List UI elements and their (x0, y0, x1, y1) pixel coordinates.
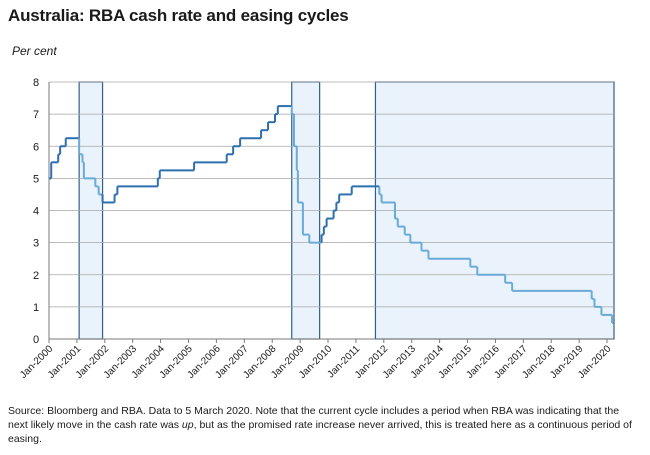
y-tick-label: 0 (33, 334, 39, 346)
y-tick-label: 2 (33, 270, 39, 282)
x-axis: Jan-2000Jan-2001Jan-2002Jan-2003Jan-2004… (18, 339, 614, 381)
chart-title: Australia: RBA cash rate and easing cycl… (8, 6, 349, 25)
y-tick-label: 3 (33, 238, 39, 250)
y-tick-label: 1 (33, 302, 39, 314)
y-tick-label: 6 (33, 141, 39, 153)
y-tick-label: 5 (33, 173, 39, 185)
y-tick-label: 8 (33, 77, 39, 89)
gridlines (48, 81, 614, 340)
rate-chart: 0 1 2 3 4 5 6 7 8 Jan-2000Jan-2001Jan-2002Jan-20… (18, 77, 615, 381)
y-axis-unit-label: Per cent (12, 44, 57, 58)
source-note: Source: Bloomberg and RBA. Data to 5 Mar… (8, 404, 638, 446)
rate-series (49, 105, 614, 324)
source-text: Source: Bloomberg and RBA. Data to 5 Mar… (8, 405, 620, 431)
source-italic-text: up (181, 419, 194, 431)
y-tick-label: 4 (33, 206, 39, 218)
y-tick-label: 7 (33, 109, 39, 121)
source-text-end: , but as the promised rate increase neve… (8, 419, 632, 445)
y-axis: 0 1 2 3 4 5 6 7 8 (33, 77, 39, 346)
